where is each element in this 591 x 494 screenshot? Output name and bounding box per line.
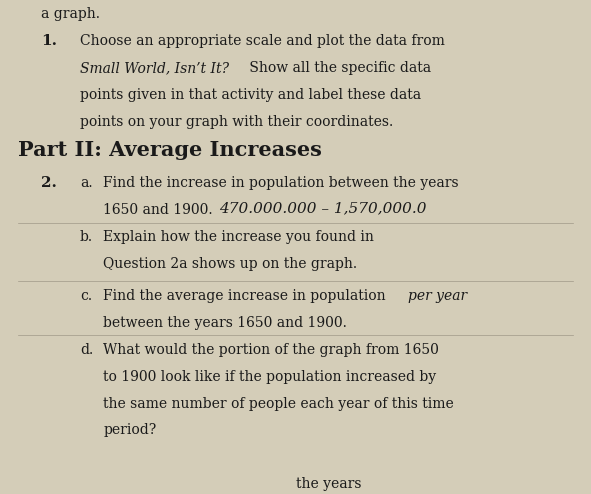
Text: 2.: 2. [41, 176, 57, 190]
Text: points on your graph with their coordinates.: points on your graph with their coordina… [80, 115, 393, 129]
Text: 470.000.000 – 1,570,000.0: 470.000.000 – 1,570,000.0 [219, 202, 426, 216]
Text: points given in that activity and label these data: points given in that activity and label … [80, 88, 421, 102]
Text: Part II: Average Increases: Part II: Average Increases [18, 139, 322, 160]
Text: 1.: 1. [41, 34, 57, 48]
Text: to 1900 look like if the population increased by: to 1900 look like if the population incr… [103, 370, 437, 383]
Text: Explain how the increase you found in: Explain how the increase you found in [103, 230, 374, 244]
Text: a graph.: a graph. [41, 7, 100, 21]
Text: between the years 1650 and 1900.: between the years 1650 and 1900. [103, 316, 348, 329]
Text: b.: b. [80, 230, 93, 244]
Text: 1650 and 1900.: 1650 and 1900. [103, 203, 213, 217]
Text: the years: the years [296, 477, 361, 491]
Text: Small World, Isn’t It?: Small World, Isn’t It? [80, 61, 229, 75]
Text: Question 2a shows up on the graph.: Question 2a shows up on the graph. [103, 257, 358, 271]
Text: Show all the specific data: Show all the specific data [245, 61, 431, 75]
Text: What would the portion of the graph from 1650: What would the portion of the graph from… [103, 343, 439, 357]
Text: period?: period? [103, 423, 157, 437]
Text: a.: a. [80, 176, 92, 190]
Text: c.: c. [80, 289, 92, 303]
Text: Find the average increase in population: Find the average increase in population [103, 289, 391, 303]
Text: Choose an appropriate scale and plot the data from: Choose an appropriate scale and plot the… [80, 34, 444, 48]
Text: Find the increase in population between the years: Find the increase in population between … [103, 176, 459, 190]
Text: per year: per year [408, 289, 467, 303]
Text: d.: d. [80, 343, 93, 357]
Text: the same number of people each year of this time: the same number of people each year of t… [103, 397, 454, 411]
